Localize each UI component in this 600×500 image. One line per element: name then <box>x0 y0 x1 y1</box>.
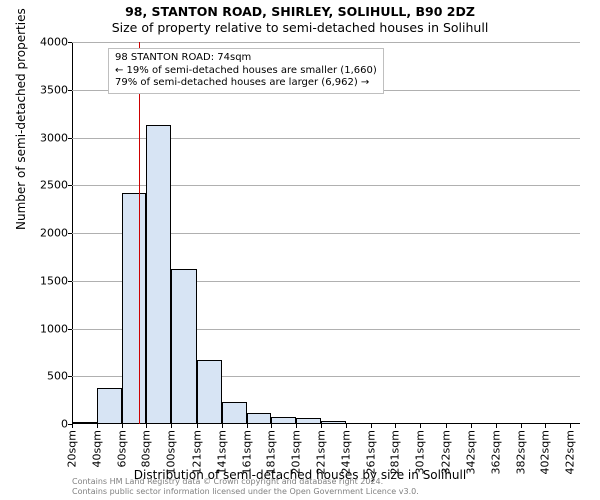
histogram-bar <box>97 388 122 424</box>
title-block: 98, STANTON ROAD, SHIRLEY, SOLIHULL, B90… <box>0 4 600 35</box>
x-tick-mark <box>271 424 272 428</box>
y-tick-label: 1000 <box>40 322 68 335</box>
histogram-bar <box>296 418 321 424</box>
y-tick-label: 3500 <box>40 83 68 96</box>
x-tick-mark <box>296 424 297 428</box>
legend-line-2: ← 19% of semi-detached houses are smalle… <box>115 65 377 78</box>
x-tick-mark <box>371 424 372 428</box>
x-tick-mark <box>122 424 123 428</box>
x-tick-mark <box>197 424 198 428</box>
x-tick-mark <box>222 424 223 428</box>
x-tick-mark <box>471 424 472 428</box>
x-tick-mark <box>97 424 98 428</box>
histogram-bar <box>171 269 197 424</box>
histogram-bar <box>271 417 296 424</box>
footer-credits: Contains HM Land Registry data © Crown c… <box>72 477 419 497</box>
y-tick-label: 2000 <box>40 227 68 240</box>
x-tick-label: 60sqm <box>115 430 128 467</box>
x-tick-label: 20sqm <box>66 430 79 467</box>
x-tick-mark <box>346 424 347 428</box>
legend-box: 98 STANTON ROAD: 74sqm ← 19% of semi-det… <box>108 48 384 94</box>
x-tick-mark <box>146 424 147 428</box>
y-tick-label: 0 <box>61 418 68 431</box>
legend-line-3: 79% of semi-detached houses are larger (… <box>115 77 377 90</box>
x-tick-mark <box>521 424 522 428</box>
histogram-bar <box>197 360 222 424</box>
y-tick-label: 1500 <box>40 274 68 287</box>
x-tick-mark <box>171 424 172 428</box>
chart-title: 98, STANTON ROAD, SHIRLEY, SOLIHULL, B90… <box>0 4 600 19</box>
y-tick-label: 500 <box>47 370 68 383</box>
x-tick-label: 80sqm <box>140 430 153 467</box>
legend-line-1: 98 STANTON ROAD: 74sqm <box>115 52 377 65</box>
x-tick-mark <box>420 424 421 428</box>
x-tick-mark <box>395 424 396 428</box>
x-tick-mark <box>545 424 546 428</box>
footer-line-2: Contains public sector information licen… <box>72 487 419 497</box>
plot-area: 0500100015002000250030003500400020sqm40s… <box>72 42 580 424</box>
histogram-bar <box>321 421 346 424</box>
y-tick-label: 3000 <box>40 131 68 144</box>
x-tick-mark <box>247 424 248 428</box>
y-tick-label: 4000 <box>40 36 68 49</box>
footer-line-1: Contains HM Land Registry data © Crown c… <box>72 477 419 487</box>
histogram-bar <box>72 422 97 424</box>
y-tick-label: 2500 <box>40 179 68 192</box>
y-axis-label: Number of semi-detached properties <box>14 8 28 230</box>
marker-line <box>139 42 140 424</box>
figure: 98, STANTON ROAD, SHIRLEY, SOLIHULL, B90… <box>0 0 600 500</box>
chart-subtitle: Size of property relative to semi-detach… <box>0 20 600 35</box>
x-tick-label: 40sqm <box>90 430 103 467</box>
x-tick-mark <box>570 424 571 428</box>
x-tick-mark <box>321 424 322 428</box>
histogram-bar <box>222 402 247 424</box>
histogram-bar <box>146 125 171 424</box>
x-tick-mark <box>72 424 73 428</box>
x-tick-mark <box>496 424 497 428</box>
x-tick-mark <box>446 424 447 428</box>
histogram-bar <box>122 193 147 424</box>
histogram-bar <box>247 413 272 424</box>
grid-line <box>72 42 580 43</box>
